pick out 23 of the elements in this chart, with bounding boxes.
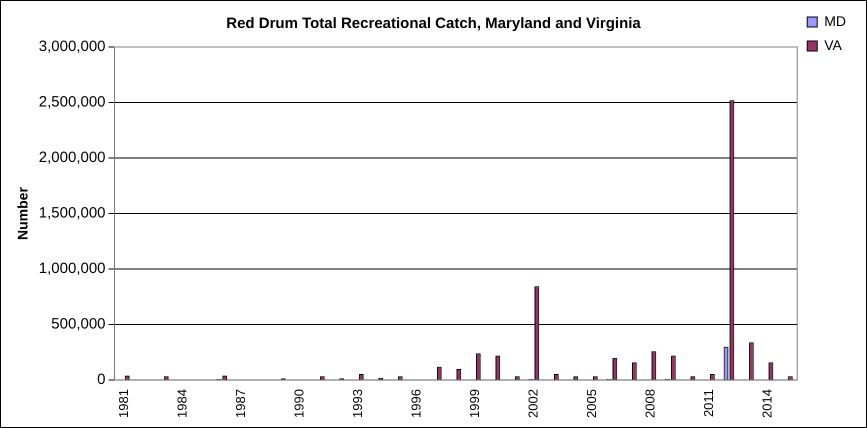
x-tick-label: 2011 [701, 389, 716, 418]
x-tick-label: 1990 [291, 389, 306, 418]
x-tick-label: 1987 [232, 389, 248, 418]
y-tick-label: 0 [97, 371, 106, 388]
y-tick-label: 3,000,000 [38, 38, 106, 56]
y-tick-label: 2,500,000 [38, 94, 106, 111]
x-tick-label: 2008 [642, 389, 658, 418]
legend-label: VA [824, 36, 843, 53]
y-tick-label: 1,500,000 [38, 204, 106, 222]
x-tick-label: 1984 [174, 389, 190, 418]
x-tick-label: 1981 [116, 389, 131, 418]
y-tick-label: 500,000 [51, 316, 106, 333]
x-tick-label: 1999 [466, 389, 482, 418]
y-axis-title: Number [14, 186, 30, 240]
x-tick-label: 2005 [584, 389, 599, 418]
y-tick-label: 1,000,000 [38, 260, 106, 278]
chart-title: Red Drum Total Recreational Catch, Maryland and Virginia [226, 15, 642, 32]
x-tick-label: 2002 [525, 389, 540, 418]
x-tick-label: 2014 [760, 389, 775, 418]
y-tick-label: 2,000,000 [38, 149, 106, 166]
legend-label: MD [824, 12, 846, 29]
x-tick-label: 1996 [408, 389, 424, 418]
x-tick-label: 1993 [350, 389, 365, 418]
